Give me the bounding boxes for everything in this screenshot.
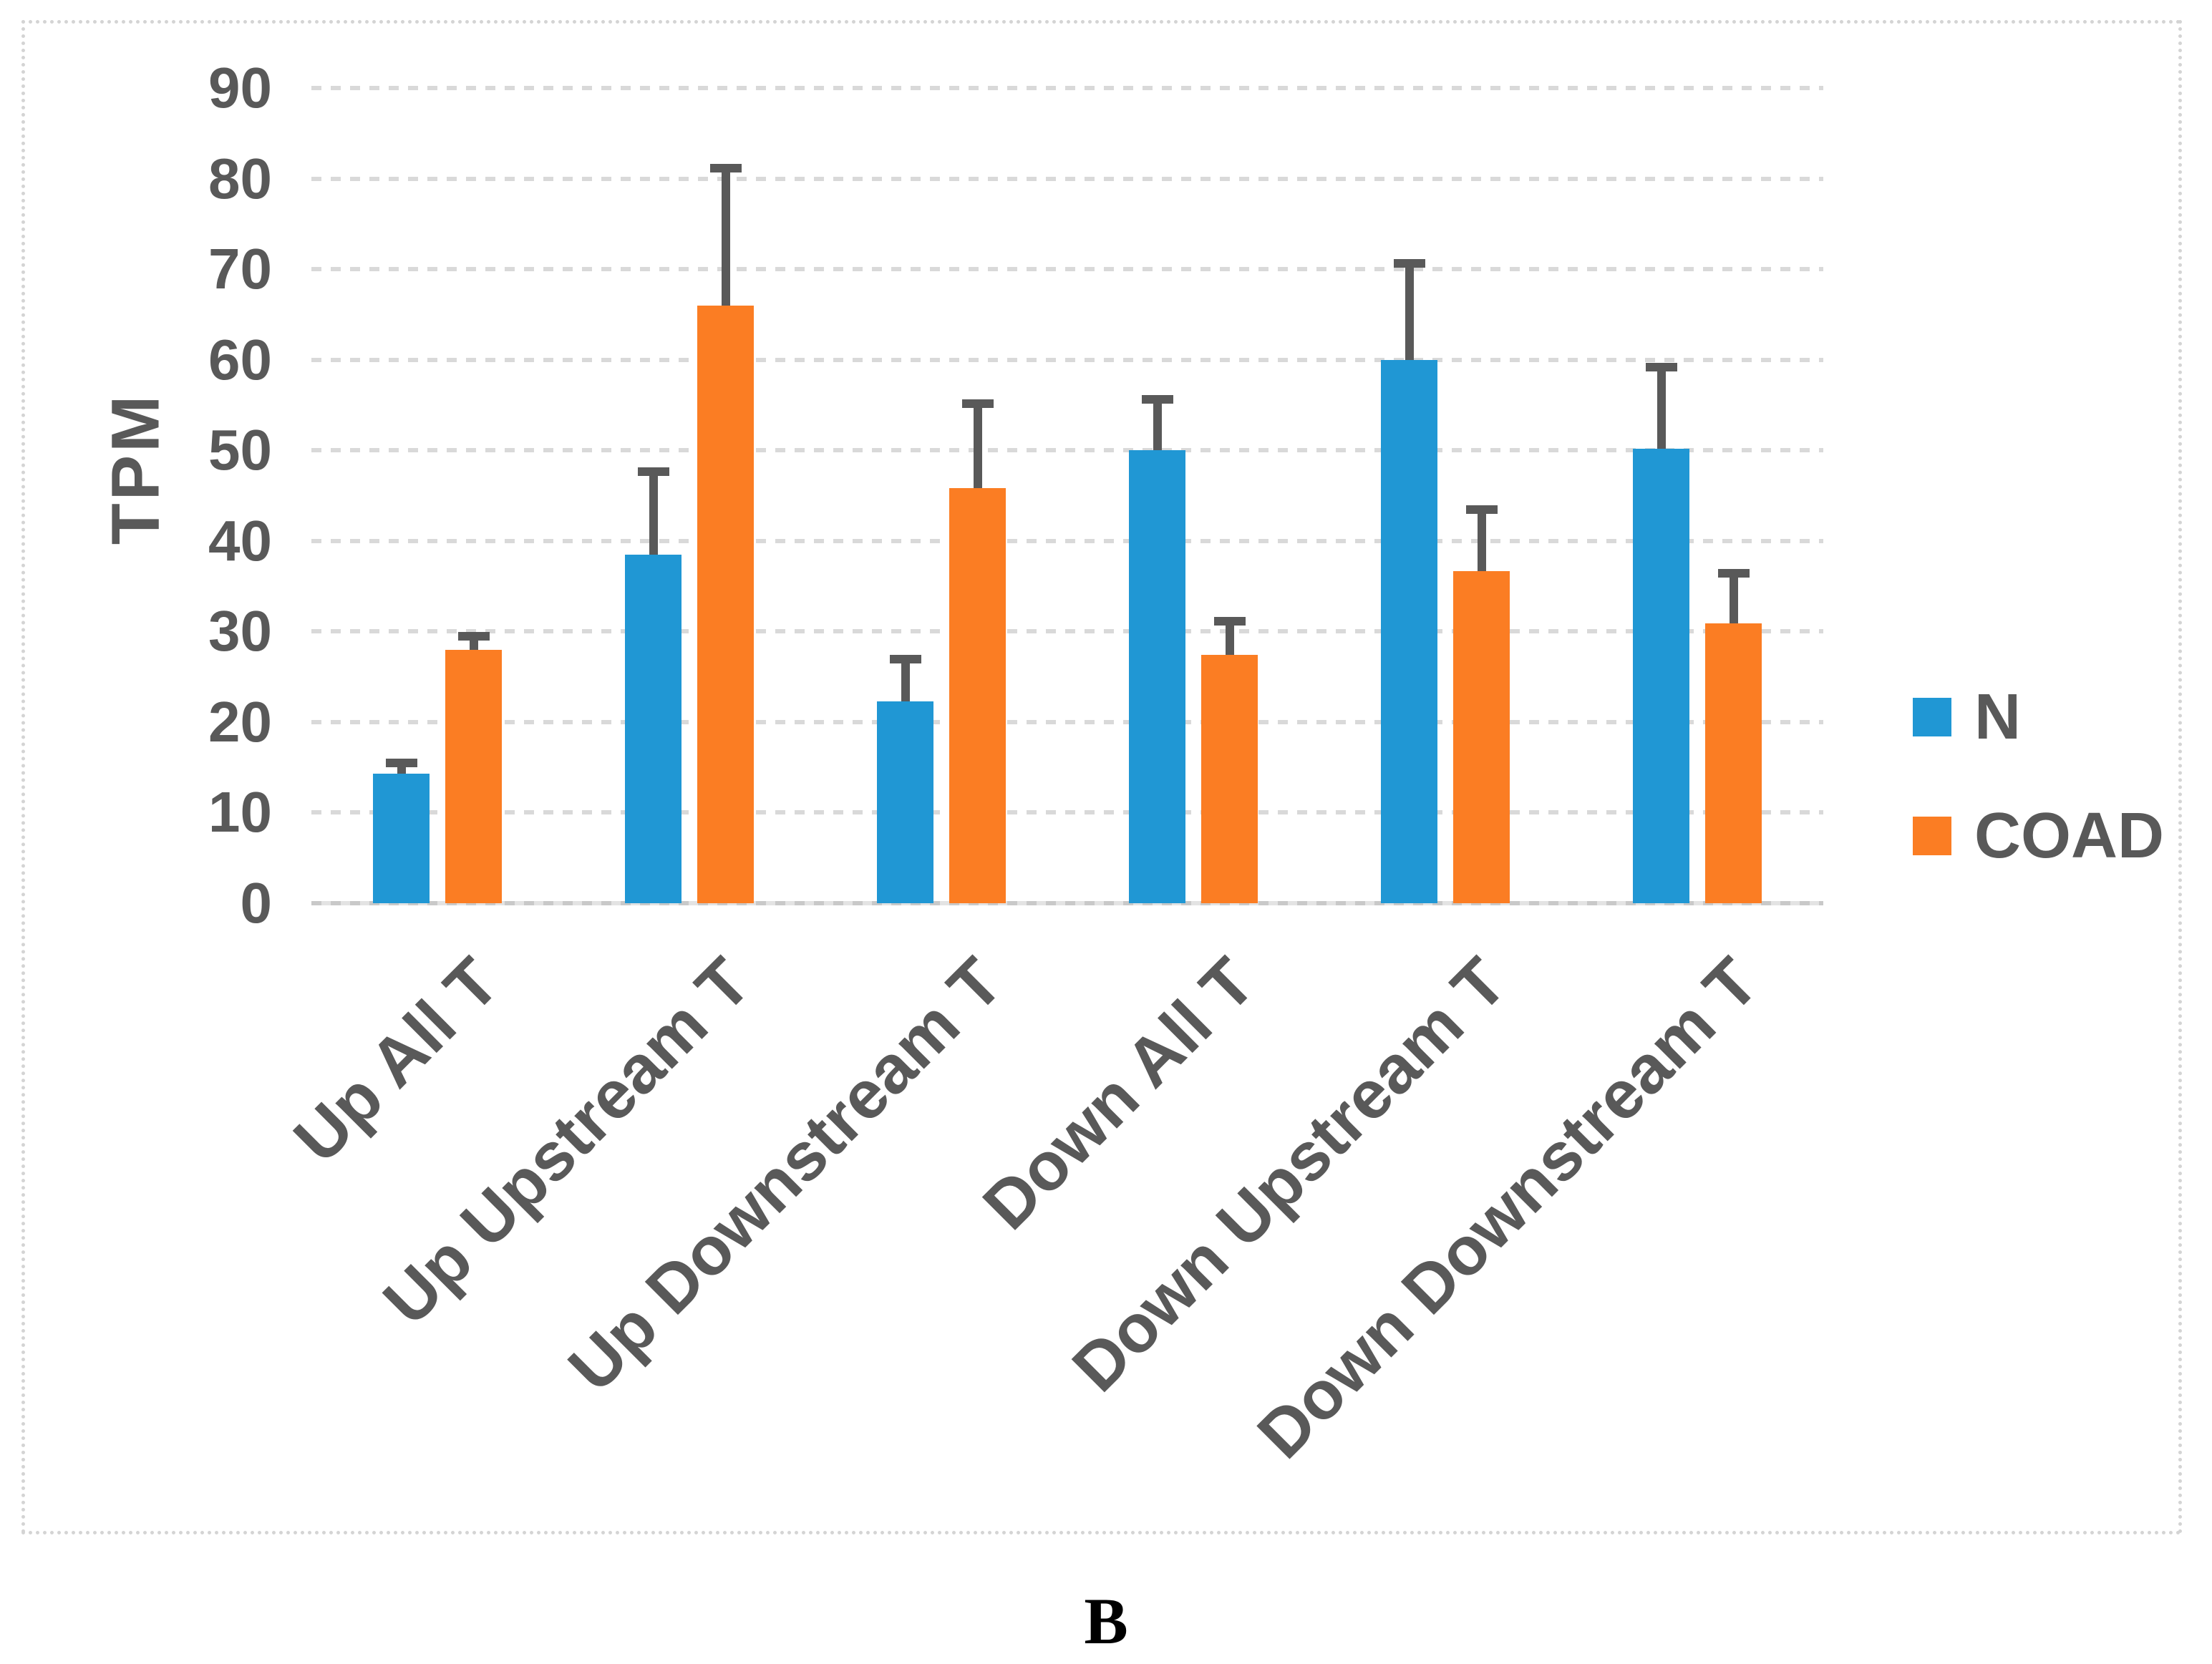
gridline-10 bbox=[311, 810, 1823, 815]
legend-label-COAD: COAD bbox=[1974, 800, 2164, 872]
y-tick-label-80: 80 bbox=[208, 146, 272, 210]
error-bar-COAD-2 bbox=[721, 169, 730, 306]
bar-COAD-5 bbox=[1453, 570, 1510, 903]
y-axis-title: TPM bbox=[97, 392, 174, 545]
error-cap-COAD-3 bbox=[961, 399, 994, 408]
bar-N-6 bbox=[1633, 448, 1689, 903]
error-cap-COAD-4 bbox=[1213, 616, 1246, 626]
legend-item-N: N bbox=[1913, 681, 2164, 753]
error-cap-N-2 bbox=[637, 467, 669, 476]
error-bar-N-2 bbox=[649, 472, 658, 555]
bar-COAD-3 bbox=[949, 488, 1006, 903]
error-cap-COAD-6 bbox=[1717, 568, 1750, 578]
bar-COAD-6 bbox=[1705, 623, 1762, 903]
bar-N-2 bbox=[625, 554, 681, 903]
gridline-0 bbox=[311, 901, 1823, 905]
error-cap-COAD-2 bbox=[709, 163, 742, 172]
legend-label-N: N bbox=[1974, 681, 2021, 753]
error-bar-N-4 bbox=[1153, 400, 1162, 451]
y-tick-label-90: 90 bbox=[208, 56, 272, 120]
error-cap-N-5 bbox=[1393, 258, 1425, 268]
gridline-90 bbox=[311, 86, 1823, 90]
bar-N-3 bbox=[877, 701, 933, 903]
bar-N-4 bbox=[1129, 450, 1185, 903]
legend-swatch-N bbox=[1913, 698, 1951, 736]
y-tick-label-0: 0 bbox=[240, 871, 273, 935]
legend-item-COAD: COAD bbox=[1913, 800, 2164, 872]
error-bar-N-3 bbox=[901, 660, 910, 701]
error-cap-N-4 bbox=[1141, 394, 1173, 404]
bar-N-1 bbox=[373, 774, 430, 903]
gridline-60 bbox=[311, 357, 1823, 362]
bar-COAD-1 bbox=[445, 649, 502, 903]
error-cap-N-3 bbox=[889, 654, 921, 663]
gridline-50 bbox=[311, 448, 1823, 453]
legend-swatch-COAD bbox=[1913, 817, 1951, 855]
gridline-70 bbox=[311, 267, 1823, 272]
y-tick-label-50: 50 bbox=[208, 418, 272, 482]
bar-N-5 bbox=[1381, 359, 1437, 903]
error-cap-COAD-1 bbox=[457, 632, 490, 641]
error-bar-N-6 bbox=[1656, 369, 1666, 449]
y-tick-label-10: 10 bbox=[208, 780, 272, 845]
bar-COAD-4 bbox=[1201, 655, 1258, 903]
gridline-40 bbox=[311, 538, 1823, 543]
gridline-30 bbox=[311, 629, 1823, 634]
panel-label: B bbox=[1084, 1585, 1128, 1658]
error-bar-COAD-4 bbox=[1225, 622, 1234, 656]
error-bar-COAD-6 bbox=[1729, 574, 1738, 623]
error-bar-N-5 bbox=[1405, 264, 1414, 360]
gridline-80 bbox=[311, 176, 1823, 181]
legend: N COAD bbox=[1913, 681, 2164, 919]
error-cap-N-6 bbox=[1645, 363, 1677, 372]
bar-COAD-2 bbox=[697, 305, 754, 903]
error-cap-N-1 bbox=[385, 759, 417, 768]
y-tick-label-70: 70 bbox=[208, 237, 272, 301]
plot-area bbox=[311, 86, 1823, 905]
error-cap-COAD-5 bbox=[1465, 505, 1498, 514]
gridline-20 bbox=[311, 719, 1823, 724]
y-tick-label-40: 40 bbox=[208, 508, 272, 573]
y-tick-label-20: 20 bbox=[208, 689, 272, 754]
error-bar-COAD-1 bbox=[469, 638, 478, 650]
error-bar-COAD-5 bbox=[1477, 511, 1486, 571]
y-tick-label-60: 60 bbox=[208, 327, 272, 391]
y-tick-label-30: 30 bbox=[208, 599, 272, 663]
error-bar-COAD-3 bbox=[973, 404, 982, 489]
